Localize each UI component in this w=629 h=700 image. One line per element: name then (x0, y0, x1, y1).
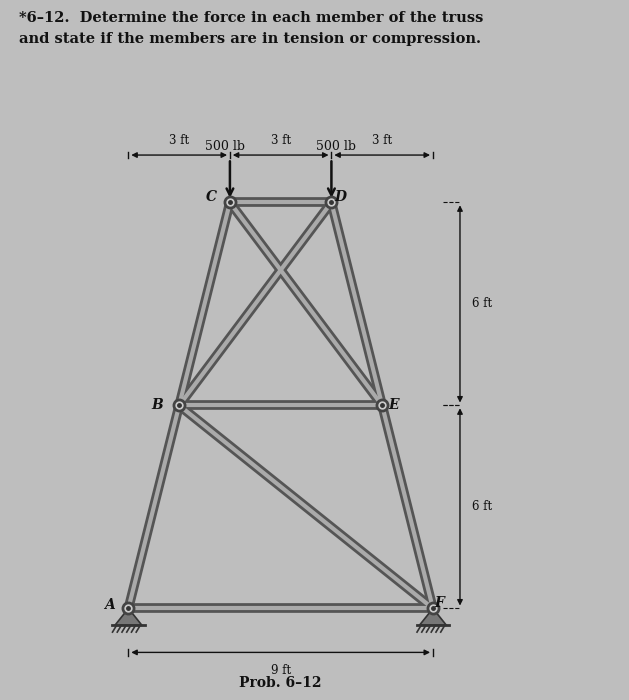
Text: 3 ft: 3 ft (372, 134, 392, 146)
Text: D: D (334, 190, 346, 204)
Text: *6–12.  Determine the force in each member of the truss: *6–12. Determine the force in each membe… (19, 10, 483, 25)
Text: 6 ft: 6 ft (472, 500, 492, 513)
Text: A: A (104, 598, 115, 612)
Text: C: C (206, 190, 217, 204)
Text: 9 ft: 9 ft (270, 664, 291, 677)
Text: 500 lb: 500 lb (316, 140, 357, 153)
Text: F: F (435, 596, 445, 610)
Text: B: B (152, 398, 163, 412)
Text: 6 ft: 6 ft (472, 298, 492, 310)
Text: 500 lb: 500 lb (205, 140, 245, 153)
Text: and state if the members are in tension or compression.: and state if the members are in tension … (19, 32, 481, 46)
Text: Prob. 6–12: Prob. 6–12 (240, 676, 322, 690)
Polygon shape (115, 608, 142, 625)
Polygon shape (420, 608, 447, 625)
Text: E: E (389, 398, 399, 412)
Text: 3 ft: 3 ft (169, 134, 189, 146)
Text: 3 ft: 3 ft (270, 134, 291, 146)
